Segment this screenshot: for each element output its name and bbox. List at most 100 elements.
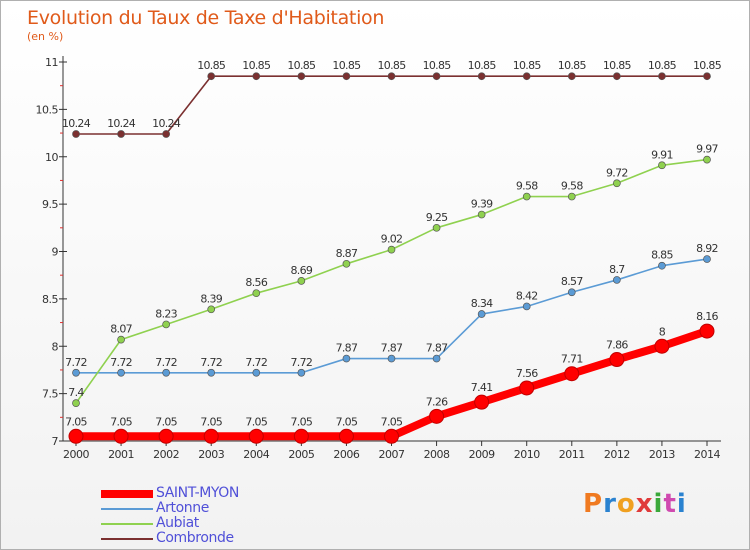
- data-point: [432, 72, 441, 81]
- y-tick-label: 10.5: [36, 103, 59, 116]
- data-label: 8.87: [336, 247, 358, 260]
- data-label: 8.07: [110, 323, 132, 336]
- data-point: [252, 368, 261, 377]
- x-tick-label: 2006: [333, 448, 359, 461]
- data-point: [567, 288, 576, 297]
- legend-swatch: [101, 523, 153, 525]
- data-point: [522, 72, 531, 81]
- data-point: [297, 277, 306, 285]
- data-label: 7.05: [200, 415, 222, 428]
- data-label: 8: [659, 325, 666, 338]
- data-label: 8.16: [696, 310, 718, 323]
- data-label: 8.56: [245, 276, 267, 289]
- data-label: 8.42: [516, 289, 538, 302]
- data-label: 7.05: [291, 415, 313, 428]
- data-point: [162, 130, 170, 138]
- chart-title: Evolution du Taux de Taxe d'Habitation: [27, 7, 385, 29]
- data-label: 8.57: [561, 275, 583, 288]
- data-point: [477, 210, 486, 219]
- data-point: [117, 368, 125, 377]
- data-label: 7.05: [65, 415, 87, 428]
- x-tick-label: 2011: [559, 448, 585, 461]
- data-point: [248, 428, 264, 444]
- data-label: 9.58: [561, 180, 583, 193]
- x-tick-label: 2008: [424, 448, 450, 461]
- x-tick-label: 2014: [694, 448, 720, 461]
- data-label: 9.02: [381, 233, 403, 246]
- x-tick-label: 2001: [108, 448, 134, 461]
- data-point: [658, 161, 666, 170]
- y-tick-label: 9.5: [42, 198, 58, 211]
- logo-letter: r: [603, 489, 617, 519]
- data-label: 9.39: [471, 198, 493, 211]
- logo-letter: o: [616, 489, 636, 519]
- logo-letter: t: [663, 489, 677, 519]
- data-point: [252, 289, 261, 298]
- data-label: 10.24: [152, 117, 181, 130]
- data-label: 10.85: [648, 59, 677, 72]
- data-label: 7.71: [561, 353, 583, 366]
- y-tick-label: 8: [52, 340, 59, 353]
- data-label: 8.69: [291, 264, 313, 277]
- data-point: [117, 130, 125, 138]
- data-point: [293, 428, 309, 444]
- data-point: [68, 428, 84, 444]
- x-tick-label: 2010: [514, 448, 540, 461]
- data-point: [342, 259, 351, 268]
- data-point: [477, 72, 486, 81]
- data-label: 7.05: [336, 415, 358, 428]
- data-point: [522, 302, 531, 311]
- data-label: 8.34: [471, 297, 493, 310]
- data-label: 10.85: [197, 59, 226, 72]
- logo-letter: P: [583, 489, 604, 519]
- data-label: 7.72: [65, 356, 87, 369]
- data-label: 9.25: [426, 211, 448, 224]
- data-point: [658, 72, 666, 81]
- data-label: 10.85: [513, 59, 542, 72]
- data-point: [519, 380, 535, 396]
- data-label: 8.85: [651, 249, 673, 262]
- logo-letter: i: [676, 489, 687, 519]
- data-label: 7.87: [426, 342, 448, 355]
- data-label: 7.56: [516, 367, 538, 380]
- data-point: [203, 428, 219, 444]
- data-point: [613, 72, 621, 81]
- data-point: [474, 394, 490, 410]
- legend-label: Combronde: [156, 530, 234, 546]
- data-label: 7.87: [336, 342, 358, 355]
- data-point: [429, 408, 445, 424]
- data-label: 7.41: [471, 381, 493, 394]
- data-label: 7.72: [155, 356, 177, 369]
- legend-swatch: [101, 490, 153, 498]
- data-label: 7.72: [200, 356, 222, 369]
- data-point: [158, 428, 174, 444]
- y-tick-label: 8.5: [42, 293, 58, 306]
- data-point: [297, 368, 306, 377]
- data-point: [567, 72, 576, 81]
- data-label: 9.58: [516, 180, 538, 193]
- data-label: 7.72: [291, 356, 313, 369]
- x-tick-label: 2009: [469, 448, 495, 461]
- data-label: 10.85: [287, 59, 316, 72]
- data-point: [252, 72, 261, 81]
- data-point: [207, 368, 216, 377]
- x-tick-label: 2002: [153, 448, 179, 461]
- data-point: [387, 245, 396, 254]
- data-label: 9.72: [606, 166, 628, 179]
- legend-label: Artonne: [156, 500, 209, 516]
- data-point: [342, 354, 351, 363]
- data-point: [117, 335, 125, 344]
- data-point: [162, 368, 170, 377]
- data-point: [72, 399, 80, 407]
- data-point: [387, 354, 396, 363]
- logo-letter: i: [653, 489, 664, 519]
- logo-letter: x: [635, 489, 654, 519]
- data-point: [297, 72, 306, 81]
- data-label: 10.85: [558, 59, 587, 72]
- data-point: [432, 354, 441, 363]
- data-point: [338, 428, 354, 444]
- proxiti-logo: Proxiti: [583, 489, 687, 519]
- data-label: 9.97: [696, 143, 718, 156]
- data-label: 10.85: [242, 59, 271, 72]
- data-label: 7.72: [110, 356, 132, 369]
